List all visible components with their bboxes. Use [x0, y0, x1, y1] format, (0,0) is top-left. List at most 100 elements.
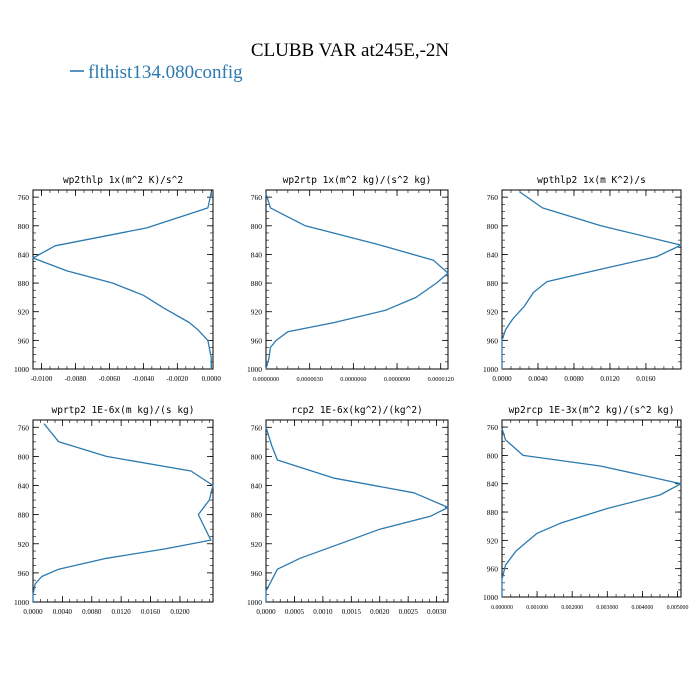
y-tick-label: 840 [18, 482, 30, 491]
x-tick-label: 0.0040 [53, 608, 73, 616]
x-tick-label: 0.0080 [564, 375, 584, 383]
x-tick-label: 0.0000 [202, 375, 222, 383]
y-tick-label: 760 [487, 193, 499, 202]
y-tick-label: 800 [18, 452, 30, 461]
x-tick-label: 0.0120 [600, 375, 620, 383]
y-tick-label: 920 [251, 308, 263, 317]
series-line [501, 428, 682, 597]
legend: flthist134.080config [70, 62, 243, 83]
y-tick-label: 840 [18, 250, 30, 259]
y-tick-label: 920 [487, 308, 499, 317]
x-tick-label: 0.0030 [427, 608, 447, 616]
panel-1: wp2thlp 1x(m^2 K)/s^2 -0.0100 -0.0080 -0.00… [14, 175, 221, 383]
y-tick-label: 760 [487, 423, 499, 432]
y-tick-label: 800 [251, 452, 263, 461]
panel-2: wp2rtp 1x(m^2 kg)/(s^2 kg) 0.0000000 0.000… [247, 175, 454, 383]
x-tick-label: 0.0000 [492, 375, 512, 383]
y-tick-label: 1000 [247, 365, 262, 374]
panel-3: wpthlp2 1x(m K^2)/s 0.0000 0.0040 0.0080 0.0… [483, 175, 682, 383]
x-tick-label: 0.0080 [82, 608, 102, 616]
y-tick-label: 960 [487, 336, 499, 345]
series-line [501, 191, 682, 369]
x-tick-label: 0.0010 [313, 608, 333, 616]
panel-title: wpthlp2 1x(m K^2)/s [537, 175, 646, 186]
series-line [265, 427, 449, 602]
y-tick-label: 920 [18, 540, 30, 549]
y-tick-label: 960 [487, 565, 499, 574]
plot-frame [32, 189, 214, 370]
y-tick-label: 960 [18, 336, 30, 345]
series-line [32, 423, 214, 602]
y-tick-label: 800 [487, 451, 499, 460]
panel-4: wprtp2 1E-6x(m kg)/(s kg) 0.0000 0.0040 0.0… [14, 405, 214, 616]
y-tick-label: 880 [18, 511, 30, 520]
plot-frame [265, 419, 449, 603]
x-tick-label: 0.0000030 [297, 376, 323, 383]
y-tick-label: 760 [251, 193, 263, 202]
series-line [265, 193, 449, 370]
x-tick-label: -0.0060 [99, 375, 121, 383]
x-tick-label: 0.002000 [561, 605, 583, 611]
x-tick-label: -0.0020 [167, 375, 189, 383]
panel-title: wp2rtp 1x(m^2 kg)/(s^2 kg) [283, 175, 432, 186]
x-tick-label: 0.005000 [667, 605, 689, 611]
plot-frame [501, 189, 682, 370]
y-tick-label: 960 [18, 569, 30, 578]
y-tick-label: 880 [251, 279, 263, 288]
x-tick-label: 0.004000 [632, 605, 654, 611]
panel-title: wp2rcp 1E-3x(m^2 kg)/(s^2 kg) [509, 405, 675, 416]
y-tick-label: 960 [251, 336, 263, 345]
x-tick-label: 0.000000 [491, 605, 513, 611]
panel-title: rcp2 1E-6x(kg^2)/(kg^2) [291, 405, 423, 416]
x-tick-label: -0.0040 [133, 375, 155, 383]
x-tick-label: 0.0200 [170, 608, 190, 616]
y-tick-label: 760 [18, 423, 30, 432]
x-tick-label: 0.0000 [256, 608, 276, 616]
y-tick-label: 880 [487, 508, 499, 517]
y-tick-label: 880 [251, 511, 263, 520]
y-tick-label: 840 [487, 250, 499, 259]
y-tick-label: 760 [18, 193, 30, 202]
x-tick-label: 0.0120 [112, 608, 132, 616]
y-tick-label: 960 [251, 569, 263, 578]
panel-5: rcp2 1E-6x(kg^2)/(kg^2) 0.0000 0.0005 0.001… [247, 405, 449, 616]
y-tick-label: 1000 [483, 365, 498, 374]
y-tick-label: 920 [487, 536, 499, 545]
panel-6: wp2rcp 1E-3x(m^2 kg)/(s^2 kg) 0.000000 0.0… [483, 405, 688, 611]
y-tick-label: 1000 [483, 593, 498, 602]
x-tick-label: 0.0000120 [428, 376, 454, 383]
y-tick-label: 1000 [247, 598, 262, 607]
x-tick-label: -0.0100 [31, 375, 53, 383]
panel-title: wp2thlp 1x(m^2 K)/s^2 [63, 175, 183, 186]
x-tick-label: 0.0000060 [340, 376, 366, 383]
x-tick-label: 0.0025 [399, 608, 419, 616]
x-tick-label: 0.0040 [528, 375, 548, 383]
y-tick-label: 920 [18, 308, 30, 317]
plot-frame [501, 419, 682, 598]
y-tick-label: 1000 [14, 365, 29, 374]
y-tick-label: 760 [251, 423, 263, 432]
x-tick-label: 0.0160 [636, 375, 656, 383]
y-tick-label: 1000 [14, 598, 29, 607]
x-tick-label: 0.0015 [342, 608, 362, 616]
y-tick-label: 880 [487, 279, 499, 288]
plot-frame [32, 419, 214, 603]
y-tick-label: 800 [18, 222, 30, 231]
y-tick-label: 800 [251, 222, 263, 231]
x-tick-label: 0.0160 [141, 608, 161, 616]
y-tick-label: 880 [18, 279, 30, 288]
y-tick-label: 840 [251, 482, 263, 491]
x-tick-label: 0.001000 [526, 605, 548, 611]
panels: wp2thlp 1x(m^2 K)/s^2 -0.0100 -0.0080 -0.00… [14, 175, 688, 616]
x-tick-label: 0.0000090 [384, 376, 410, 383]
plot-frame [265, 189, 449, 370]
x-tick-label: -0.0080 [65, 375, 87, 383]
x-tick-label: 0.0000 [23, 608, 43, 616]
y-tick-label: 840 [487, 480, 499, 489]
x-tick-label: 0.0000000 [253, 376, 279, 383]
figure-title: CLUBB VAR at245E,-2N [251, 40, 450, 61]
series-line [32, 191, 212, 369]
x-tick-label: 0.0005 [285, 608, 305, 616]
panel-title: wprtp2 1E-6x(m kg)/(s kg) [52, 405, 195, 416]
